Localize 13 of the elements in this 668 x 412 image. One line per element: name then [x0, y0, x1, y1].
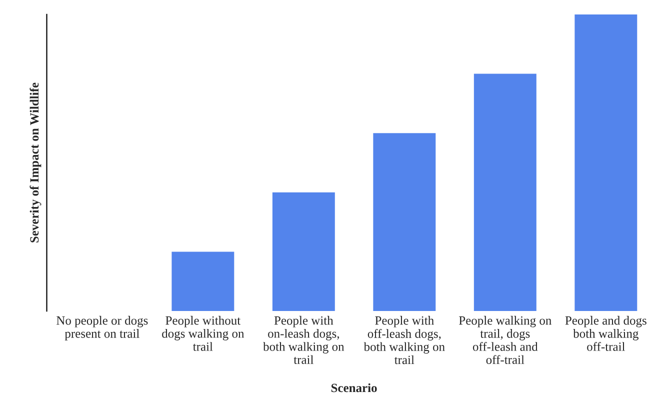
bar [474, 74, 536, 312]
x-axis-title: Scenario [331, 383, 377, 392]
bar [172, 252, 234, 312]
bar [373, 133, 436, 312]
x-tick-label: People without dogs walking on trail [162, 316, 244, 351]
y-axis-title: Severity of Impact on Wildlife [30, 82, 42, 242]
bar [574, 14, 638, 312]
x-tick-label: People with off-leash dogs, both walking on trail [364, 316, 445, 364]
bar [272, 192, 335, 312]
x-tick-label: People walking on trail, dogs off-leash and off-trail [459, 316, 552, 364]
x-tick-label: People and dogs both walking off-trail [565, 316, 646, 351]
x-tick-label: No people or dogs present on trail [56, 316, 148, 340]
x-tick-label: People with on-leash dogs, both walking on trail [263, 316, 344, 364]
